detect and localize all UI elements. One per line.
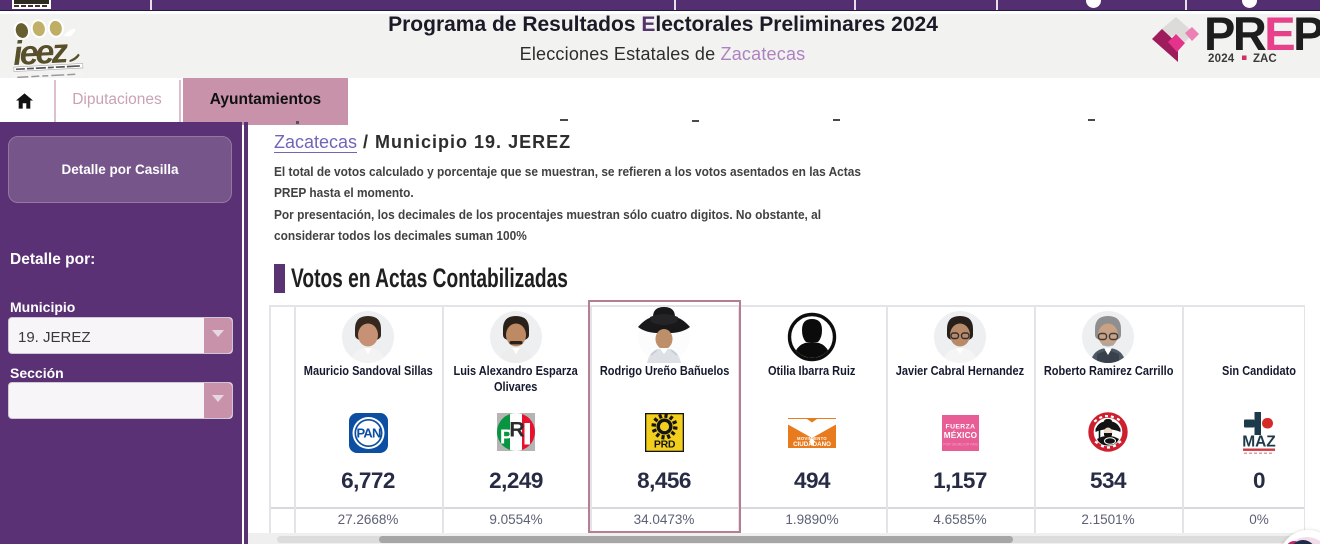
- svg-text:ZAC: ZAC: [1253, 53, 1277, 65]
- svg-text:PAN: PAN: [356, 426, 380, 441]
- svg-text:POR UN MEJOR PAIS: POR UN MEJOR PAIS: [943, 443, 978, 447]
- svg-text:MOVIMIENTO: MOVIMIENTO: [797, 436, 827, 441]
- svg-text:MAZ: MAZ: [1242, 434, 1276, 451]
- svg-text:PREP: PREP: [1204, 16, 1320, 60]
- svg-text:R: R: [509, 418, 525, 442]
- svg-text:FUERZA: FUERZA: [945, 424, 975, 431]
- svg-text:MÉXICO: MÉXICO: [943, 430, 977, 440]
- svg-text:P: P: [500, 427, 513, 449]
- svg-text:CIUDADANO: CIUDADANO: [793, 441, 831, 448]
- svg-text:2024: 2024: [1208, 53, 1235, 65]
- svg-text:PRD: PRD: [653, 439, 675, 451]
